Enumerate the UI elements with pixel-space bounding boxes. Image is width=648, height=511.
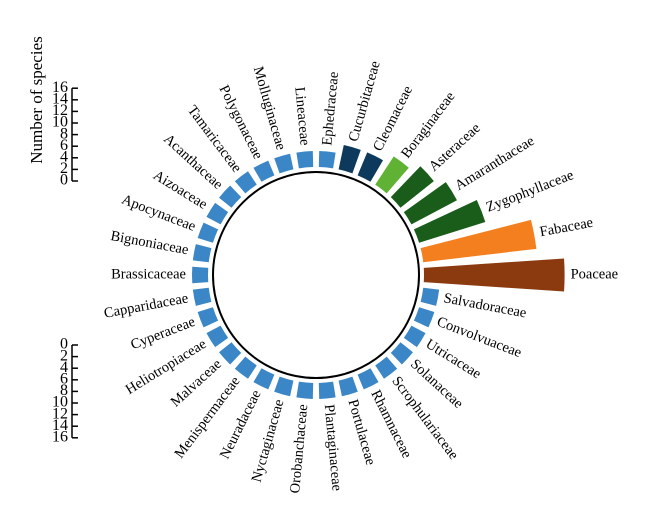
bar-brassicaceae (192, 266, 209, 284)
bar-tamaricaceae (234, 171, 257, 194)
lower-y-tick-label: 4 (60, 359, 68, 376)
bar-rhamnaceae (357, 368, 379, 390)
bar-portulaceae (338, 376, 358, 397)
bar-aizoaceae (206, 202, 229, 225)
upper-y-tick-label: 16 (52, 79, 68, 96)
bar-plantaginaceae (318, 381, 336, 399)
category-label: Fabaceae (538, 215, 594, 241)
lower-y-tick-label: 0 (60, 336, 68, 353)
category-label: Portulaceae (345, 398, 379, 467)
bar-cyperaceae (197, 307, 219, 328)
upper-y-tick-label: 8 (60, 125, 68, 142)
category-label: Capparidaceae (103, 290, 190, 321)
bar-zygophyllaceae (413, 200, 486, 243)
bar-bignoniaceae (192, 244, 212, 263)
category-label: Bignoniaceae (109, 228, 190, 258)
bar-amaranthaceae (403, 182, 457, 225)
bar-acanthaceae (219, 185, 242, 208)
bar-utricaceae (403, 325, 426, 348)
upper-y-tick-label: 2 (60, 160, 68, 177)
bar-apocynaceae (197, 222, 219, 243)
category-label: Poaceae (571, 266, 619, 282)
y-axis-title: Number of species (27, 36, 46, 163)
center-circle (212, 171, 420, 379)
bar-heliotropiaceae (206, 325, 229, 348)
lower-y-tick-label: 16 (52, 428, 68, 445)
lower-y-tick-label: 12 (52, 405, 68, 422)
lower-y-tick-label: 14 (52, 417, 68, 434)
bar-salvadoraceae (420, 287, 440, 306)
upper-y-tick-label: 10 (52, 114, 68, 131)
category-label: Lineaceae (291, 86, 312, 146)
bar-lineaceae (296, 151, 314, 169)
category-label: Brassicaceae (111, 266, 186, 282)
bar-asteraceae (390, 166, 434, 208)
lower-y-tick-label: 10 (52, 394, 68, 411)
bar-capparidaceae (192, 287, 212, 306)
bar-cucurbitaceae (338, 145, 361, 174)
upper-y-tick-label: 12 (52, 102, 68, 119)
bar-convolvuaceae (413, 307, 435, 328)
bar-fabaceae (420, 219, 537, 263)
bar-malvaceae (219, 342, 242, 365)
upper-y-tick-label: 4 (60, 148, 68, 165)
lower-y-tick-label: 8 (60, 382, 68, 399)
bar-molluginaceae (274, 153, 294, 174)
lower-y-tick-label: 2 (60, 347, 68, 364)
bar-poaceae (423, 258, 565, 292)
bar-cleomaceae (357, 152, 384, 182)
bar-ephedraceae (318, 151, 336, 169)
bar-orobanchaceae (296, 381, 314, 399)
bar-solanaceae (390, 342, 413, 365)
category-label: Orobanchaceae (287, 404, 311, 494)
bar-scrophulariaceae (375, 356, 398, 379)
category-label: Zygophyllaceae (484, 167, 576, 215)
bars (192, 145, 565, 399)
bar-polygonaceae (253, 160, 275, 182)
bar-boraginaceae (375, 156, 409, 194)
lower-y-tick-label: 6 (60, 370, 68, 387)
upper-y-tick-label: 0 (60, 172, 68, 189)
category-label: Ephedraceae (319, 71, 342, 146)
bar-neuradaceae (253, 368, 275, 390)
upper-y-tick-label: 14 (52, 90, 68, 107)
bar-menispermaceae (234, 356, 257, 379)
category-label: Salvadoraceae (442, 290, 527, 321)
category-label: Plantaginaceae (321, 404, 345, 492)
bar-nyctaginaceae (274, 376, 294, 397)
upper-y-tick-label: 6 (60, 137, 68, 154)
